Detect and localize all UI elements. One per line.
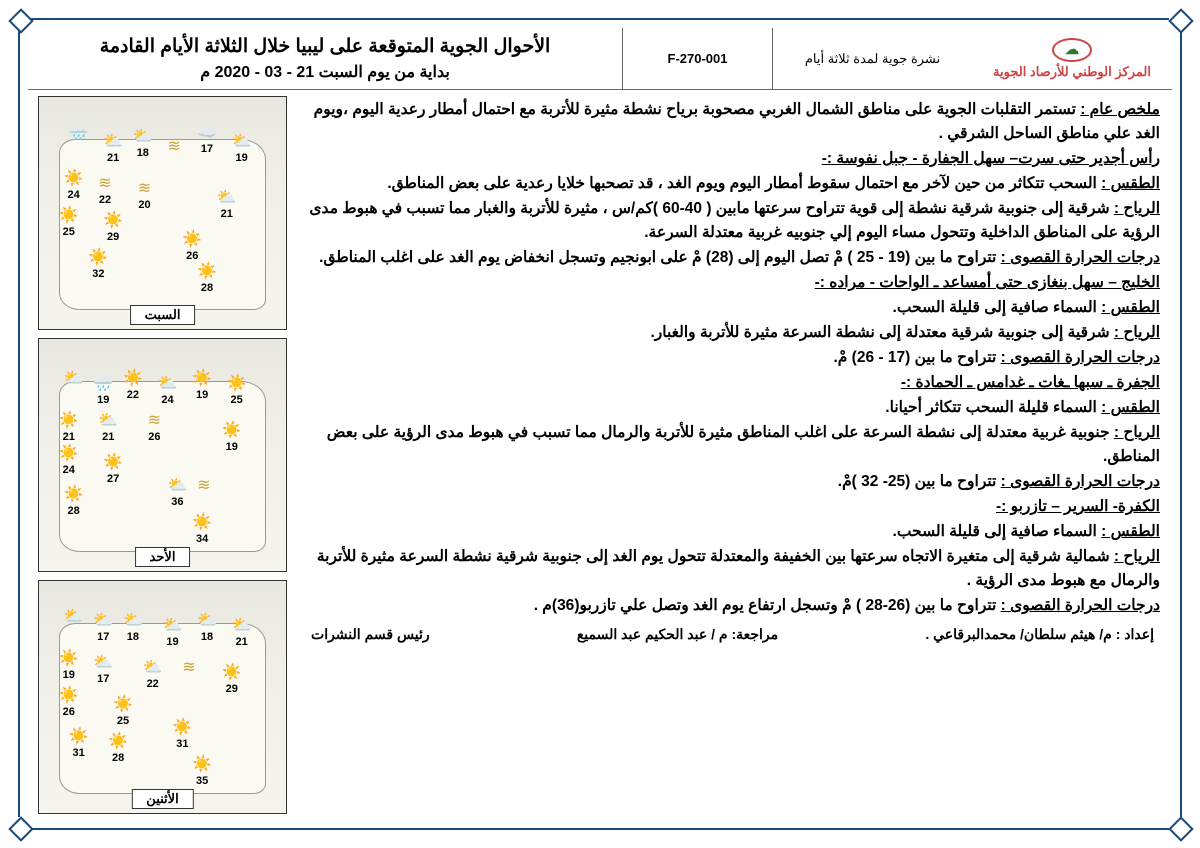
prepared-by: إعداد : م/ هيثم سلطان/ محمدالبرقاعي .: [925, 624, 1154, 646]
weather-point-icon: 🌧️19: [93, 376, 113, 406]
weather-point-icon: ☀️21: [59, 413, 79, 443]
head-label: رئيس قسم النشرات: [311, 624, 430, 646]
bulletin-type: نشرة جوية لمدة ثلاثة أيام: [772, 28, 972, 89]
weather-point-icon: ⛅18: [197, 613, 217, 643]
weather-point-icon: ☁️17: [197, 125, 217, 155]
weather-point-icon: ≋: [197, 478, 210, 494]
map-sunday: الأحد ⛅ 🌧️19 ☀️22 ⛅24 ☀️19 ☀️25 ☀️21 ⛅21 ≋26 ☀️19…: [38, 338, 287, 572]
weather-point-icon: ⛅21: [232, 618, 252, 648]
region-weather: الطقس : السماء قليلة السحب تتكاثر أحيانا…: [305, 396, 1160, 420]
weather-point-icon: ⛅17: [93, 655, 113, 685]
maps-column: السبت 🌧️ ⛅21 ⛅18 ≋ ☁️17 ⛅19 ☀️24 ≋22 ≋20 ☀️25 ☀️29…: [28, 90, 293, 820]
corner-ornament: [9, 9, 31, 31]
title-cell: الأحوال الجوية المتوقعة على ليبيا خلال ا…: [28, 28, 622, 89]
weather-point-icon: ☀️28: [108, 734, 128, 764]
weather-point-icon: ☀️31: [172, 720, 192, 750]
weather-point-icon: ⛅21: [217, 190, 237, 220]
org-logo-icon: [1052, 38, 1092, 62]
map-day-label: السبت: [130, 305, 196, 325]
org-name: المركز الوطني للأرصاد الجوية: [993, 64, 1151, 80]
region-temp: درجات الحرارة القصوى : تتراوح ما بين (17…: [305, 346, 1160, 370]
region-name: الكفرة- السرير – تازربو :-: [305, 495, 1160, 519]
map-saturday: السبت 🌧️ ⛅21 ⛅18 ≋ ☁️17 ⛅19 ☀️24 ≋22 ≋20 ☀️25 ☀️29…: [38, 96, 287, 330]
weather-point-icon: ≋: [167, 139, 180, 155]
summary-text: تستمر التقلبات الجوية على مناطق الشمال ا…: [314, 101, 1160, 142]
corner-ornament: [9, 817, 31, 839]
summary: ملخص عام : تستمر التقلبات الجوية على منا…: [305, 98, 1160, 146]
region-wind: الرياح : شرقية إلى جنوبية شرقية معتدلة إ…: [305, 321, 1160, 345]
sub-title: بداية من يوم السبت 21 - 03 - 2020 م: [200, 62, 450, 82]
document-code: F-270-001: [622, 28, 772, 89]
region-temp: درجات الحرارة القصوى : تتراوح ما بين (25…: [305, 470, 1160, 494]
footer-row: إعداد : م/ هيثم سلطان/ محمدالبرقاعي . مر…: [305, 624, 1160, 646]
weather-point-icon: ⛅19: [163, 618, 183, 648]
region-name: الخليج – سهل بنغازى حتى أمساعد ـ الواحات…: [305, 271, 1160, 295]
reviewed-by: مراجعة: م / عبد الحكيم عبد السميع: [577, 624, 778, 646]
corner-ornament: [1169, 9, 1191, 31]
forecast-text: ملخص عام : تستمر التقلبات الجوية على منا…: [293, 90, 1172, 820]
org-cell: المركز الوطني للأرصاد الجوية: [972, 28, 1172, 89]
weather-point-icon: ⛅: [64, 609, 84, 625]
weather-point-icon: ⛅18: [123, 613, 143, 643]
weather-point-icon: ☀️25: [227, 376, 247, 406]
region-weather: الطقس : السماء صافية إلى قليلة السحب.: [305, 520, 1160, 544]
weather-point-icon: ⛅22: [143, 660, 163, 690]
document-frame: الأحوال الجوية المتوقعة على ليبيا خلال ا…: [18, 18, 1182, 830]
weather-point-icon: ☀️25: [113, 697, 133, 727]
weather-point-icon: ⛅: [64, 371, 84, 387]
weather-point-icon: ⛅21: [103, 134, 123, 164]
corner-ornament: [1169, 817, 1191, 839]
weather-point-icon: ☀️19: [59, 651, 79, 681]
region-temp: درجات الحرارة القصوى : تتراوح ما بين (26…: [305, 594, 1160, 618]
map-monday: الأثنين ⛅ ⛅17 ⛅18 ⛅19 ⛅18 ⛅21 ☀️19 ⛅17 ⛅22 ≋ ☀️29 ☀…: [38, 580, 287, 814]
region-wind: الرياح : شرقية إلى جنوبية شرقية نشطة إلى…: [305, 197, 1160, 245]
weather-point-icon: ⛅36: [167, 478, 187, 508]
region-name: الجفرة ـ سبها ـغات ـ غدامس ـ الحمادة :-: [305, 371, 1160, 395]
weather-point-icon: ⛅18: [133, 129, 153, 159]
weather-point-icon: ⛅17: [93, 613, 113, 643]
weather-point-icon: ⛅19: [232, 134, 252, 164]
region-wind: الرياح : شمالية شرقية إلى متغيرة الاتجاه…: [305, 545, 1160, 593]
weather-point-icon: ☀️32: [88, 250, 108, 280]
weather-point-icon: ☀️25: [59, 208, 79, 238]
weather-point-icon: ☀️19: [222, 423, 242, 453]
region-temp: درجات الحرارة القصوى : تتراوح ما بين (19…: [305, 246, 1160, 270]
map-day-label: الأثنين: [131, 789, 193, 809]
weather-point-icon: ⛅21: [98, 413, 118, 443]
weather-point-icon: ≋22: [98, 176, 111, 206]
weather-point-icon: ☀️34: [192, 515, 212, 545]
weather-point-icon: ☀️28: [197, 264, 217, 294]
region-name: رأس أجدير حتى سرت– سهل الجفارة - جبل نفو…: [305, 147, 1160, 171]
weather-point-icon: ☀️29: [222, 665, 242, 695]
weather-point-icon: ☀️27: [103, 455, 123, 485]
weather-point-icon: ☀️26: [182, 232, 202, 262]
weather-point-icon: ☀️22: [123, 371, 143, 401]
weather-point-icon: ☀️29: [103, 213, 123, 243]
weather-point-icon: ☀️28: [64, 487, 84, 517]
region-wind: الرياح : جنوبية غربية معتدلة إلى نشطة ال…: [305, 421, 1160, 469]
weather-point-icon: ≋20: [138, 181, 151, 211]
region-weather: الطقس : السحب تتكاثر من حين لآخر مع احتم…: [305, 172, 1160, 196]
map-day-label: الأحد: [135, 547, 191, 567]
weather-point-icon: ⛅24: [158, 376, 178, 406]
content-wrap: ملخص عام : تستمر التقلبات الجوية على منا…: [28, 90, 1172, 820]
weather-point-icon: 🌧️: [69, 125, 89, 141]
region-weather: الطقس : السماء صافية إلى قليلة السحب.: [305, 296, 1160, 320]
weather-point-icon: ☀️26: [59, 688, 79, 718]
main-title: الأحوال الجوية المتوقعة على ليبيا خلال ا…: [100, 35, 551, 58]
weather-point-icon: ☀️24: [59, 446, 79, 476]
weather-point-icon: ☀️31: [69, 729, 89, 759]
header-row: الأحوال الجوية المتوقعة على ليبيا خلال ا…: [28, 28, 1172, 90]
summary-label: ملخص عام :: [1080, 101, 1160, 118]
weather-point-icon: ≋26: [148, 413, 161, 443]
weather-point-icon: ☀️19: [192, 371, 212, 401]
weather-point-icon: ☀️35: [192, 757, 212, 787]
weather-point-icon: ≋: [182, 660, 195, 676]
weather-point-icon: ☀️24: [64, 171, 84, 201]
